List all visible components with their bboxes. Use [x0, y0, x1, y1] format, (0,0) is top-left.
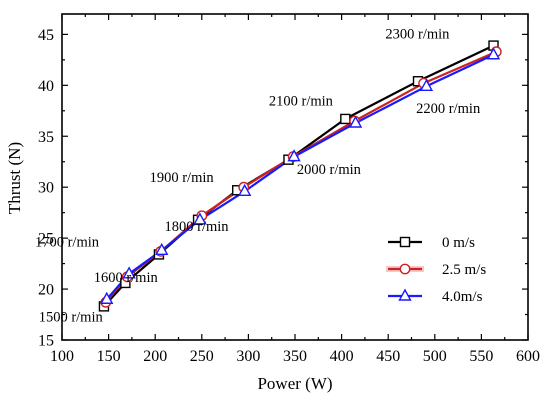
x-tick-label: 350 [283, 348, 307, 365]
legend: 0 m/s 2.5 m/s 4.0m/s [386, 235, 486, 305]
series-3-point [348, 115, 363, 128]
x-tick-label: 550 [469, 348, 493, 365]
x-tick-label: 400 [330, 348, 354, 365]
legend-label-2: 2.5 m/s [442, 262, 486, 278]
series-3-point [122, 266, 136, 279]
series-markers [98, 40, 502, 312]
series-3-point [193, 212, 207, 225]
rpm-label: 2200 r/min [416, 101, 481, 117]
rpm-label: 1600 r/min [94, 270, 159, 286]
series-1-point [340, 113, 351, 125]
plot-frame [61, 13, 529, 341]
x-axis-title: Power (W) [257, 374, 332, 393]
y-tick-label: 15 [38, 333, 54, 350]
series-3-point [155, 242, 169, 256]
rpm-label: 2100 r/min [269, 94, 334, 110]
legend-marker-3 [398, 288, 412, 301]
x-tick-label: 300 [236, 348, 260, 365]
y-tick-label: 40 [38, 78, 54, 95]
x-tick-label: 500 [423, 348, 447, 365]
rpm-label: 1500 r/min [39, 310, 104, 326]
y-tick-label: 25 [38, 231, 54, 248]
series-3-point [486, 47, 501, 60]
legend-marker-2 [399, 263, 411, 275]
x-tick-label: 600 [516, 348, 540, 365]
y-tick-label: 30 [38, 180, 54, 197]
x-tick-label: 100 [50, 348, 74, 365]
x-tick-label: 250 [190, 348, 214, 365]
y-axis-title: Thrust (N) [5, 142, 24, 214]
legend-label-3: 4.0m/s [442, 289, 483, 305]
series-3-point [100, 291, 114, 304]
rpm-label: 2300 r/min [385, 26, 450, 42]
rpm-annotations: 1500 r/min 1600 r/min 1700 r/min 1800 r/min… [35, 26, 481, 325]
legend-marker-1 [399, 236, 411, 248]
rpm-label: 1800 r/min [165, 219, 230, 235]
y-tick-label: 45 [38, 27, 54, 44]
legend-label-1: 0 m/s [442, 235, 475, 251]
series-3-point [237, 183, 252, 196]
series-3-point [287, 149, 301, 162]
rpm-label: 1900 r/min [150, 170, 215, 186]
y-tick-label: 20 [38, 282, 54, 299]
series-3-point [419, 78, 434, 92]
x-tick-label: 150 [97, 348, 121, 365]
y-tick-label: 35 [38, 129, 54, 146]
x-tick-label: 200 [143, 348, 167, 365]
x-tick-label: 450 [376, 348, 400, 365]
rpm-label: 2000 r/min [297, 162, 362, 178]
rpm-label: 1700 r/min [35, 234, 100, 250]
tick-labels: 100 150 200 250 300 350 400 450 500 550 600 15 20 25 3… [38, 27, 540, 365]
